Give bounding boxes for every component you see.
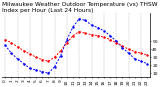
Text: Milwaukee Weather Outdoor Temperature (vs) THSW Index per Hour (Last 24 Hours): Milwaukee Weather Outdoor Temperature (v… <box>2 2 158 13</box>
